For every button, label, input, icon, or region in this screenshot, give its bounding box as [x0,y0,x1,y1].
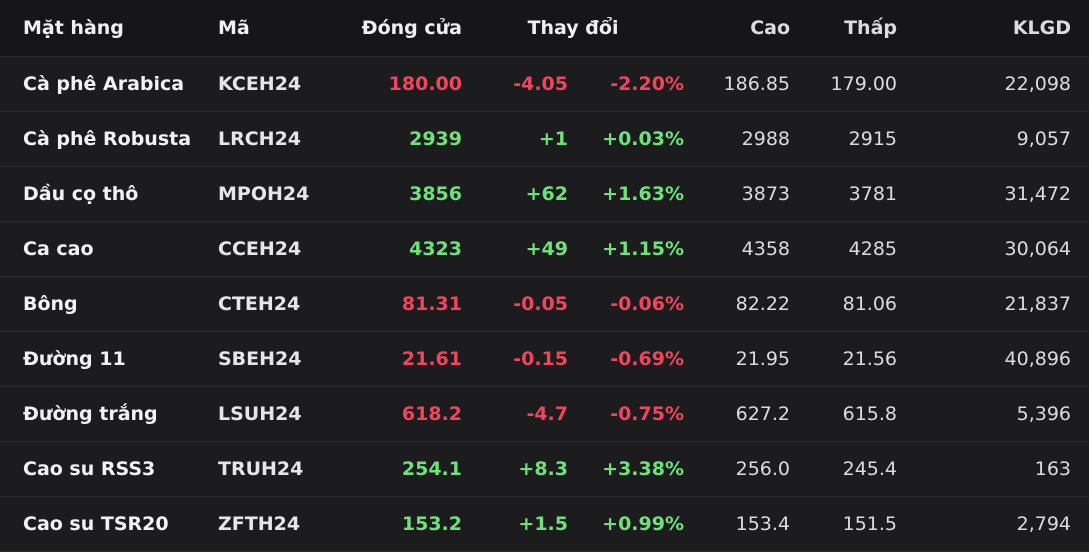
cell-volume: 163 [897,441,1089,497]
cell-high: 4358 [684,221,791,277]
header-row: Mặt hàng Mã Đóng cửa Thay đổi Cao Thấp K… [0,0,1089,57]
cell-change-percent: +1.15% [568,221,685,277]
cell-volume: 30,064 [897,221,1089,277]
cell-change: -0.05 [462,276,568,332]
cell-change: -4.7 [462,386,568,442]
cell-change-percent: -0.06% [568,276,685,332]
cell-volume: 22,098 [897,56,1089,112]
table-row[interactable]: Cao su TSR20 ZFTH24 153.2 +1.5 +0.99% 153.4 15… [0,496,1089,552]
cell-low: 245.4 [790,441,898,497]
cell-name: Cao su RSS3 [0,441,218,497]
cell-change-percent: +0.99% [568,496,685,552]
cell-name: Cao su TSR20 [0,496,218,552]
cell-code: SBEH24 [218,331,340,387]
cell-low: 615.8 [790,386,898,442]
cell-close: 254.1 [340,441,462,497]
cell-change-percent: +3.38% [568,441,685,497]
cell-name: Đường 11 [0,331,218,387]
cell-close: 618.2 [340,386,462,442]
cell-code: CCEH24 [218,221,340,277]
cell-name: Cà phê Arabica [0,56,218,112]
cell-change: +62 [462,166,568,222]
header-close[interactable]: Đóng cửa [340,0,462,57]
table-row[interactable]: Đường trắng LSUH24 618.2 -4.7 -0.75% 627.2 615… [0,386,1089,442]
cell-high: 3873 [684,166,791,222]
cell-low: 151.5 [790,496,898,552]
cell-close: 180.00 [340,56,462,112]
cell-code: LRCH24 [218,111,340,167]
cell-code: KCEH24 [218,56,340,112]
cell-high: 21.95 [684,331,791,387]
header-high[interactable]: Cao [684,0,791,57]
cell-close: 2939 [340,111,462,167]
cell-high: 186.85 [684,56,791,112]
table-row[interactable]: Cao su RSS3 TRUH24 254.1 +8.3 +3.38% 256.0 245… [0,441,1089,497]
cell-high: 82.22 [684,276,791,332]
cell-code: TRUH24 [218,441,340,497]
cell-volume: 40,896 [897,331,1089,387]
cell-low: 81.06 [790,276,898,332]
cell-low: 179.00 [790,56,898,112]
cell-low: 4285 [790,221,898,277]
cell-high: 256.0 [684,441,791,497]
cell-change: +49 [462,221,568,277]
cell-name: Bông [0,276,218,332]
table-row[interactable]: Bông CTEH24 81.31 -0.05 -0.06% 82.22 81.06 21,8… [0,276,1089,332]
cell-name: Dầu cọ thô [0,166,218,222]
cell-low: 21.56 [790,331,898,387]
cell-volume: 31,472 [897,166,1089,222]
table-row[interactable]: Ca cao CCEH24 4323 +49 +1.15% 4358 4285 30,064 [0,221,1089,277]
cell-close: 21.61 [340,331,462,387]
cell-change: -4.05 [462,56,568,112]
header-code[interactable]: Mã [218,0,340,57]
cell-high: 627.2 [684,386,791,442]
cell-code: LSUH24 [218,386,340,442]
cell-code: MPOH24 [218,166,340,222]
cell-change-percent: -0.75% [568,386,685,442]
cell-change: +8.3 [462,441,568,497]
table-body: Cà phê Arabica KCEH24 180.00 -4.05 -2.20% 186… [0,56,1089,552]
cell-change-percent: +1.63% [568,166,685,222]
header-change[interactable]: Thay đổi [462,0,685,57]
cell-volume: 9,057 [897,111,1089,167]
header-low[interactable]: Thấp [790,0,898,57]
cell-code: ZFTH24 [218,496,340,552]
cell-change: +1 [462,111,568,167]
cell-high: 2988 [684,111,791,167]
header-name[interactable]: Mặt hàng [0,0,218,57]
cell-close: 153.2 [340,496,462,552]
cell-close: 3856 [340,166,462,222]
cell-change-percent: +0.03% [568,111,685,167]
cell-change-percent: -0.69% [568,331,685,387]
table-row[interactable]: Đường 11 SBEH24 21.61 -0.15 -0.69% 21.95 21.56… [0,331,1089,387]
cell-low: 3781 [790,166,898,222]
cell-code: CTEH24 [218,276,340,332]
cell-close: 81.31 [340,276,462,332]
cell-change: -0.15 [462,331,568,387]
table-row[interactable]: Cà phê Robusta LRCH24 2939 +1 +0.03% 2988 2915… [0,111,1089,167]
cell-high: 153.4 [684,496,791,552]
cell-volume: 5,396 [897,386,1089,442]
cell-close: 4323 [340,221,462,277]
table-row[interactable]: Cà phê Arabica KCEH24 180.00 -4.05 -2.20% 186… [0,56,1089,112]
cell-change-percent: -2.20% [568,56,685,112]
cell-name: Cà phê Robusta [0,111,218,167]
cell-name: Đường trắng [0,386,218,442]
cell-volume: 21,837 [897,276,1089,332]
cell-change: +1.5 [462,496,568,552]
cell-volume: 2,794 [897,496,1089,552]
cell-low: 2915 [790,111,898,167]
header-volume[interactable]: KLGD [897,0,1089,57]
table-header: Mặt hàng Mã Đóng cửa Thay đổi Cao Thấp K… [0,0,1089,57]
cell-name: Ca cao [0,221,218,277]
table-row[interactable]: Dầu cọ thô MPOH24 3856 +62 +1.63% 3873 3781 31,… [0,166,1089,222]
